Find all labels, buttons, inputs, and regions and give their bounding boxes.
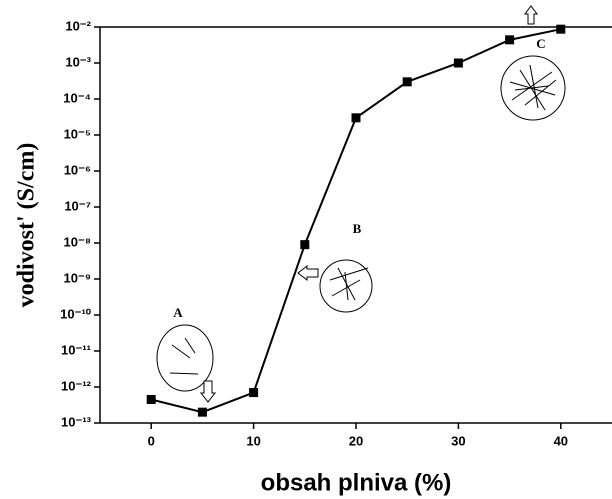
x-tick-label: 10 (246, 433, 260, 448)
point (198, 408, 207, 417)
annotation: A (173, 305, 183, 320)
annotation: B (353, 221, 362, 236)
page: {"chart_data": {"type": "line", "log_y":… (0, 0, 612, 499)
y-tick-label: 10⁻¹³ (61, 414, 92, 429)
y-tick-label: 10⁻⁷ (64, 198, 91, 213)
x-tick-label: 0 (148, 433, 155, 448)
point (249, 388, 258, 397)
point (352, 113, 361, 122)
x-tick-label: 20 (349, 433, 363, 448)
y-tick-label: 10⁻⁹ (64, 270, 92, 285)
y-tick-label: 10⁻⁴ (63, 90, 91, 105)
y-tick-label: 10⁻² (65, 18, 91, 33)
y-axis-label: vodivost' (S/cm) (14, 143, 40, 308)
y-tick-label: 10⁻¹⁰ (60, 306, 92, 321)
point (454, 59, 463, 68)
x-tick-label: 30 (451, 433, 465, 448)
y-tick-label: 10⁻¹² (61, 378, 92, 393)
y-tick-label: 10⁻⁶ (64, 162, 91, 177)
x-axis-label: obsah plniva (%) (261, 469, 452, 496)
point (505, 35, 514, 44)
y-tick-label: 10⁻³ (65, 54, 91, 69)
point (147, 395, 156, 404)
y-tick-label: 10⁻¹¹ (61, 342, 91, 357)
x-tick-label: 40 (554, 433, 568, 448)
point (300, 240, 309, 249)
sketches (157, 6, 565, 402)
point (556, 25, 565, 34)
y-tick-label: 10⁻⁵ (64, 126, 91, 141)
chart: vodivost' (S/cm) obsah plniva (%) A B C … (0, 0, 612, 499)
annotation: C (536, 36, 545, 51)
y-tick-label: 10⁻⁸ (64, 234, 91, 249)
point (403, 77, 412, 86)
